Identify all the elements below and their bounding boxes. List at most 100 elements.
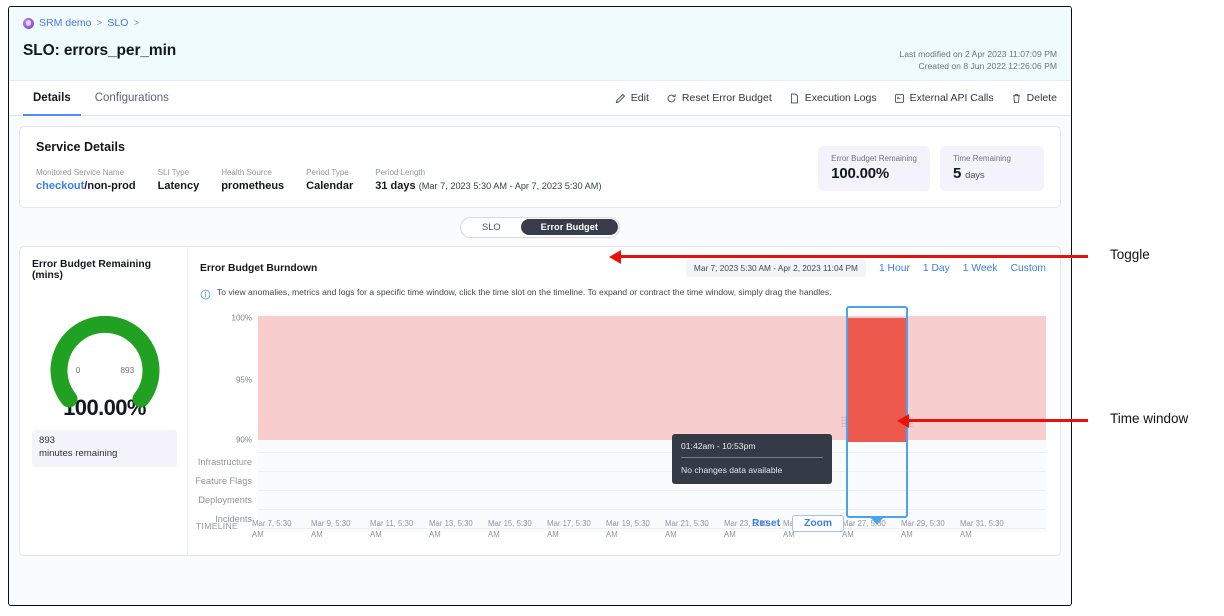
breadcrumb-item-srm-demo[interactable]: SRM demo [39, 17, 92, 29]
field-monitored-service-name: Monitored Service Name checkout/non-prod [36, 168, 136, 192]
action-bar: Edit Reset Error Budget [615, 81, 1057, 115]
time-filter-1-day[interactable]: 1 Day [922, 262, 950, 274]
reset-error-budget-button[interactable]: Reset Error Budget [666, 92, 772, 104]
timeline-tick: Mar 11, 5:30 AM [370, 519, 414, 539]
last-modified-text: Last modified on 2 Apr 2023 11:07:09 PM [899, 48, 1058, 59]
period-length-range: (Mar 7, 2023 5:30 AM - Apr 7, 2023 5:30 … [418, 181, 602, 191]
edit-button[interactable]: Edit [615, 92, 649, 104]
plot-canvas[interactable]: 01:42am - 10:53pm No changes data availa… [258, 306, 1046, 532]
toggle-annotation-label: Toggle [1110, 247, 1150, 262]
timeline-tick: Mar 9, 5:30 AM [311, 519, 351, 539]
grid-line [258, 528, 1046, 529]
app-window: SRM demo > SLO > SLO: errors_per_min Las… [8, 6, 1072, 606]
external-api-calls-label: External API Calls [909, 92, 994, 104]
stat-label: Error Budget Remaining [831, 154, 917, 163]
time-filter-1-week[interactable]: 1 Week [962, 262, 998, 274]
document-icon [789, 93, 800, 104]
service-details-left: Service Details Monitored Service Name c… [36, 140, 818, 192]
record-meta: Last modified on 2 Apr 2023 11:07:09 PM … [900, 48, 1058, 72]
execution-logs-button[interactable]: Execution Logs [789, 92, 877, 104]
time-filter-custom[interactable]: Custom [1010, 262, 1046, 274]
stat-label: Time Remaining [953, 154, 1011, 163]
field-label: Period Type [306, 168, 349, 177]
timeline-tick: Mar 19, 5:30 AM [606, 519, 650, 539]
created-text: Created on 8 Jun 2022 12:26:06 PM [918, 60, 1057, 71]
burndown-title: Error Budget Burndown [200, 262, 318, 274]
gauge-min-label: 0 [75, 365, 81, 375]
execution-logs-label: Execution Logs [804, 92, 877, 104]
delete-label: Delete [1026, 92, 1057, 104]
minutes-remaining-box: 893 minutes remaining [32, 430, 177, 467]
zoom-button[interactable]: Zoom [792, 515, 845, 532]
burndown-controls: Mar 7, 2023 5:30 AM - Apr 2, 2023 11:04 … [685, 259, 1046, 277]
date-range-display[interactable]: Mar 7, 2023 5:30 AM - Apr 2, 2023 11:04 … [685, 259, 866, 277]
view-toggle[interactable]: SLO Error Budget [459, 216, 621, 238]
gauge-title: Error Budget Remaining (mins) [32, 259, 151, 281]
field-value: Latency [157, 180, 200, 192]
grid-line [258, 452, 1046, 453]
burndown-header: Error Budget Burndown Mar 7, 2023 5:30 A… [200, 259, 1046, 277]
time-filter-1-hour[interactable]: 1 Hour [878, 262, 910, 274]
toggle-option-error-budget[interactable]: Error Budget [520, 219, 618, 235]
tab-bar: Details Configurations Edit [9, 81, 1071, 116]
tooltip-time-range: 01:42am - 10:53pm [681, 441, 823, 458]
row-label-feature-flags: Feature Flags [195, 476, 252, 486]
time-window-annotation-label: Time window [1110, 411, 1189, 426]
timeline-tick: Mar 23, 5:30 AM [724, 519, 768, 539]
toggle-annotation-arrow [620, 255, 1088, 258]
info-banner: To view anomalies, metrics and logs for … [200, 287, 1046, 305]
timeline-tick: Mar 27, 5:30 AM [842, 519, 886, 539]
reset-zoom-button[interactable]: Reset [752, 518, 781, 529]
field-value: 31 days (Mar 7, 2023 5:30 AM - Apr 7, 20… [375, 180, 601, 192]
stat-time-remaining: Time Remaining 5 days [940, 146, 1044, 191]
chart-area: 100% 95% 90% Infrastructure Feature Flag… [195, 306, 1046, 532]
row-label-deployments: Deployments [198, 495, 252, 505]
breadcrumb-item-slo[interactable]: SLO [107, 17, 129, 29]
toggle-option-slo[interactable]: SLO [482, 222, 501, 232]
external-api-calls-button[interactable]: External API Calls [894, 92, 994, 104]
tab-configurations[interactable]: Configurations [94, 92, 169, 104]
grid-line [258, 509, 1046, 510]
service-details-fields: Monitored Service Name checkout/non-prod… [36, 168, 818, 192]
burndown-panel: Error Budget Burndown Mar 7, 2023 5:30 A… [188, 247, 1060, 555]
stat-cards: Error Budget Remaining 100.00% Time Rema… [818, 140, 1044, 191]
srm-logo-icon [23, 17, 34, 29]
minutes-remaining-unit: minutes remaining [39, 447, 118, 459]
edit-label: Edit [630, 92, 649, 104]
time-window-selector[interactable] [846, 306, 908, 525]
drag-handle-left[interactable] [841, 416, 848, 427]
timeline-ticks: Mar 7, 5:30 AM Mar 9, 5:30 AM Mar 11, 5:… [246, 519, 1046, 547]
page-title: SLO: errors_per_min [23, 42, 177, 59]
api-icon [894, 93, 905, 104]
minutes-remaining-value: 893 [39, 435, 56, 446]
page-body: Service Details Monitored Service Name c… [9, 116, 1071, 605]
tab-details[interactable]: Details [23, 82, 81, 116]
error-budget-gauge: 0 893 [32, 287, 178, 411]
breadcrumb-separator: > [96, 17, 103, 29]
breadcrumb: SRM demo > SLO > [23, 17, 1057, 29]
gauge-panel: Error Budget Remaining (mins) 0 893 100.… [20, 247, 188, 555]
stat-value: 5 days [953, 165, 1031, 182]
timeline-tick: Mar 13, 5:30 AM [429, 519, 473, 539]
monitored-service-env: /non-prod [84, 180, 136, 192]
timeline-tick: Mar 17, 5:30 AM [547, 519, 591, 539]
y-tick-100: 100% [231, 313, 252, 323]
info-icon [200, 287, 211, 305]
time-window-caret-icon [871, 518, 883, 525]
field-label: Health Source [221, 168, 272, 177]
gauge-range-labels: 0 893 [32, 365, 178, 375]
field-value: Calendar [306, 180, 354, 192]
grid-line [258, 490, 1046, 491]
row-label-infrastructure: Infrastructure [197, 457, 252, 467]
field-health-source: Health Source prometheus [221, 168, 284, 192]
timeline-axis: TIMELINE Mar 7, 5:30 AM Mar 9, 5:30 AM M… [188, 519, 1046, 547]
monitored-service-link[interactable]: checkout [36, 180, 85, 192]
delete-button[interactable]: Delete [1011, 92, 1057, 104]
zoom-controls: Reset Zoom [748, 515, 845, 532]
time-remaining-number: 5 [953, 165, 962, 182]
pencil-icon [615, 93, 626, 104]
field-label: Monitored Service Name [36, 168, 125, 177]
service-details-card: Service Details Monitored Service Name c… [19, 126, 1061, 208]
timeline-tick: Mar 21, 5:30 AM [665, 519, 709, 539]
